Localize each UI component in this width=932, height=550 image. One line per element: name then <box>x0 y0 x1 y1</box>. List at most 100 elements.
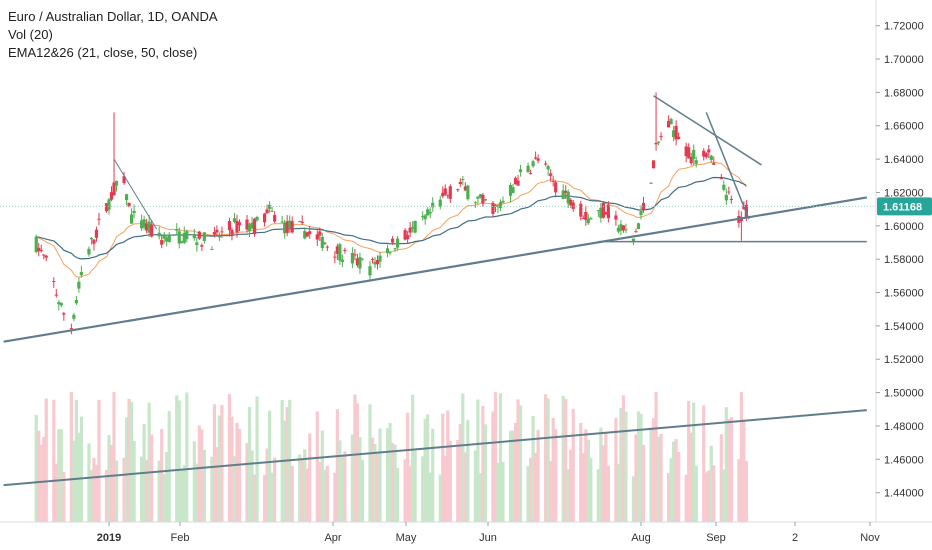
time-axis[interactable]: 2019 Feb Apr May Jun Aug Sep 2 Nov <box>0 521 932 544</box>
candle-body <box>589 218 593 220</box>
symbol-title[interactable]: Euro / Australian Dollar, 1D, OANDA <box>8 9 218 24</box>
candle-body <box>353 254 357 256</box>
candle-body <box>360 258 365 260</box>
volume-bar <box>534 453 538 522</box>
volume-bar <box>672 441 676 522</box>
candle-body <box>252 218 257 235</box>
candle-body <box>74 299 78 304</box>
volume-bar <box>411 394 415 522</box>
volume-bar <box>513 422 518 522</box>
candle-body <box>677 136 681 139</box>
volume-bar <box>385 428 390 522</box>
candle-body <box>375 260 380 265</box>
candle-body <box>268 204 272 209</box>
volume-bar <box>270 472 274 522</box>
volume-bar <box>315 411 319 522</box>
volume-bar <box>687 400 691 522</box>
candle-body <box>395 238 400 248</box>
price-axis[interactable]: 1.72000 1.70000 1.68000 1.66000 1.64000 1.620… <box>0 0 932 522</box>
candle-body <box>247 224 252 232</box>
volume-bar <box>478 473 482 522</box>
candle-body <box>132 210 136 214</box>
volume-bar <box>165 451 169 522</box>
candle-body <box>551 180 555 182</box>
candle-body <box>672 130 676 138</box>
candle-body <box>165 237 169 242</box>
volume-bar <box>320 430 324 522</box>
candle-body <box>245 219 249 230</box>
candle-body <box>122 176 126 184</box>
volume-bar <box>561 396 565 522</box>
candle-body <box>684 146 688 157</box>
time-tick-label: Apr <box>324 532 341 544</box>
candle-body <box>631 238 636 242</box>
volume-bar <box>508 430 513 522</box>
volume-bar <box>185 392 189 522</box>
candle-body <box>290 221 294 233</box>
time-tick-label: Aug <box>631 532 651 544</box>
ema-indicator-label[interactable]: EMA12&26 (21, close, 50, close) <box>8 45 198 60</box>
candle-body <box>431 202 435 208</box>
candle-body <box>709 155 713 161</box>
candle-body <box>230 229 234 235</box>
volume-bar <box>579 422 583 522</box>
candle-body <box>180 241 184 243</box>
candle-body <box>283 222 287 234</box>
candle-body <box>39 250 43 252</box>
candle-body <box>94 229 99 238</box>
volume-bar <box>456 439 460 522</box>
volume-bar <box>614 418 618 522</box>
volume-bar <box>373 444 377 522</box>
candle-body <box>112 182 116 196</box>
volume-bar <box>252 474 257 522</box>
candle-body <box>235 220 239 233</box>
volume-bar <box>167 411 171 522</box>
candle-body <box>554 182 558 193</box>
volume-bar <box>463 452 467 522</box>
volume-bar <box>114 460 119 522</box>
volume-bar <box>704 472 708 522</box>
volume-bar <box>571 408 575 522</box>
candle-body <box>443 188 447 195</box>
volume-bar <box>94 464 99 522</box>
candle-body <box>368 266 372 276</box>
candle-body <box>255 216 259 221</box>
candle-body <box>162 234 166 239</box>
candle-body <box>308 231 312 234</box>
candle-body <box>300 221 304 223</box>
candle-body <box>92 239 96 244</box>
trendline-drawings[interactable] <box>3 95 868 487</box>
candle-body <box>393 248 397 250</box>
volume-bar <box>79 416 83 522</box>
candle-body <box>350 252 355 264</box>
volume-bar <box>124 417 129 522</box>
volume-bar <box>641 444 646 522</box>
volume-indicator-label[interactable]: Vol (20) <box>8 27 53 42</box>
volume-bar <box>729 417 733 522</box>
candle-body <box>114 180 119 186</box>
candle-body <box>370 258 375 260</box>
candle-body <box>634 231 638 233</box>
volume-bar <box>651 418 656 522</box>
chart-legend: Euro / Australian Dollar, 1D, OANDA Vol … <box>8 8 218 62</box>
volume-bar <box>684 474 688 522</box>
candle-body <box>639 211 643 216</box>
price-tick-label: 1.50000 <box>884 388 924 400</box>
volume-bar <box>596 469 600 522</box>
last-price-badge <box>877 197 932 216</box>
candle-body <box>34 236 38 253</box>
volume-bar <box>406 412 410 522</box>
volume-bar <box>388 422 392 522</box>
price-tick-label: 1.66000 <box>884 121 924 133</box>
candle-body <box>458 181 462 185</box>
candle-body <box>97 218 101 220</box>
candle-body <box>280 221 284 223</box>
candle-body <box>44 255 48 258</box>
candle-body <box>355 258 360 266</box>
volume-bar <box>656 436 661 522</box>
candle-body <box>707 149 711 153</box>
candle-body <box>323 242 327 245</box>
time-tick-label: Jun <box>479 532 497 544</box>
candle-body <box>544 163 548 165</box>
